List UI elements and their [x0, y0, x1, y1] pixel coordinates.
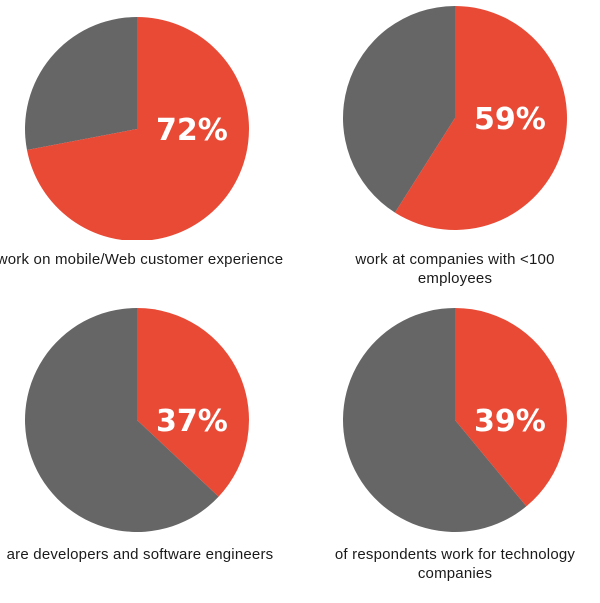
- pie-caption: of respondents work for technology compa…: [334, 546, 576, 582]
- pie-slice-highlight: [394, 6, 567, 230]
- pie-chart: 37%: [25, 308, 250, 532]
- pie-chart-panel-mobile-web: 72% work on mobile/Web customer experien…: [0, 0, 300, 300]
- pie-slice-highlight: [26, 17, 249, 240]
- pie-chart-panel-small-companies: 59% work at companies with <100 employee…: [300, 0, 600, 300]
- pie-slice-highlight: [455, 308, 567, 507]
- pie-chart-panel-tech-companies: 39% of respondents work for technology c…: [300, 300, 600, 600]
- pie-chart-panel-developers: 37% are developers and software engineer…: [0, 300, 300, 600]
- pie-slice-remainder: [25, 308, 219, 532]
- pie-percentage-label: 59%: [474, 102, 546, 137]
- pie-caption: work on mobile/Web customer experience: [0, 251, 284, 268]
- pie-slice-remainder: [343, 308, 527, 532]
- pie-percentage-label: 72%: [156, 113, 228, 148]
- pie-slice-highlight: [137, 308, 250, 497]
- pie-chart: 39%: [343, 308, 567, 532]
- pie-chart: 72%: [24, 17, 249, 240]
- pie-slice-remainder: [343, 6, 455, 213]
- pie-slice-remainder: [24, 17, 137, 150]
- pie-chart: 59%: [343, 6, 567, 230]
- pie-percentage-label: 39%: [474, 404, 546, 439]
- pie-percentage-label: 37%: [156, 404, 228, 439]
- pie-caption: work at companies with <100 employees: [355, 251, 555, 287]
- pie-caption: are developers and software engineers: [6, 546, 274, 563]
